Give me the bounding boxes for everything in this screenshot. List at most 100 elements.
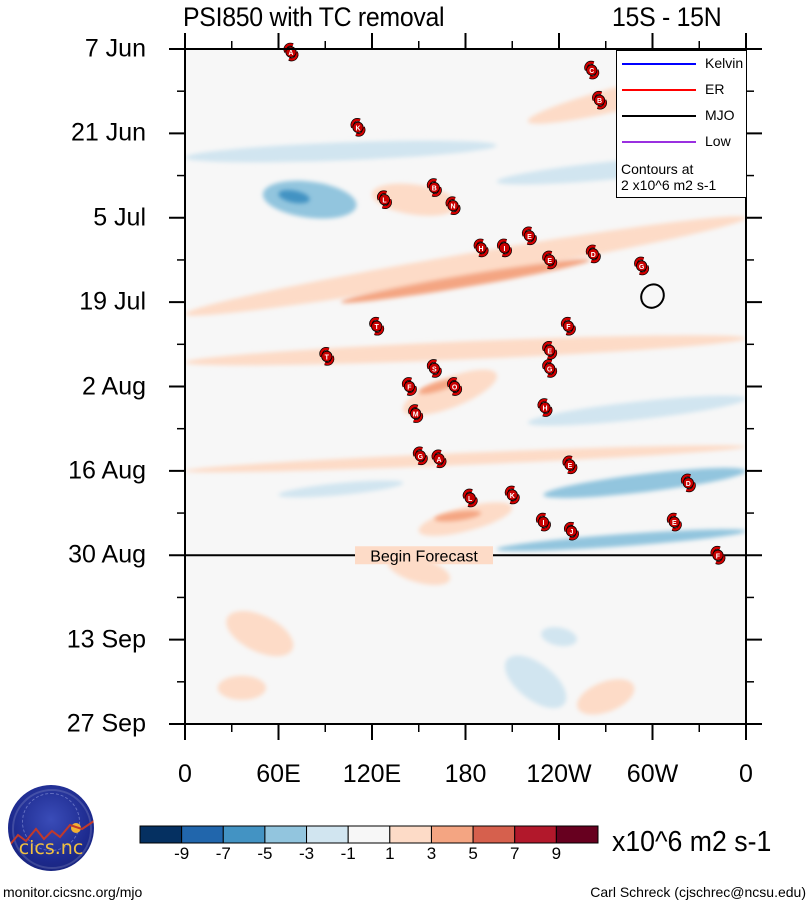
logo-ring-outer [12, 789, 92, 869]
colorbar-swatch [222, 825, 266, 844]
tc-letter: T [375, 324, 380, 331]
legend-label: MJO [705, 107, 735, 123]
tc-letter: H [479, 246, 484, 253]
hurricane-eye [428, 362, 440, 375]
x-tick-label: 60W [626, 760, 679, 788]
tc-marker[interactable]: H [537, 398, 553, 417]
tc-letter: O [452, 385, 458, 392]
y-tick-label: 13 Sep [66, 625, 146, 654]
tc-marker[interactable]: F [402, 377, 417, 396]
colorbar-swatch [347, 825, 391, 844]
x-tick-label: 60E [256, 760, 301, 788]
tc-marker[interactable]: K [504, 485, 520, 505]
tc-marker[interactable]: F [560, 316, 576, 336]
tc-marker[interactable]: B [426, 178, 442, 197]
hurricane-eye [586, 64, 598, 76]
tc-marker[interactable]: E [542, 250, 558, 270]
legend-item-low: Low [617, 132, 746, 152]
y-tick-label: 2 Aug [82, 372, 146, 400]
colorbar-tick-label: -9 [174, 844, 190, 863]
mjo-contour [640, 283, 665, 309]
tc-marker[interactable]: D [680, 473, 696, 493]
legend-note-line1: Contours at [621, 161, 694, 177]
hurricane-eye [562, 320, 574, 332]
tc-marker[interactable]: G [542, 359, 558, 378]
x-tick-label: 0 [178, 760, 192, 788]
hurricane-eye [352, 121, 364, 133]
tc-marker[interactable]: A [431, 449, 447, 469]
tc-letter: J [570, 529, 574, 536]
anomaly-band [543, 467, 746, 498]
tc-marker[interactable]: G [412, 446, 428, 466]
anomaly-band [185, 140, 497, 163]
hurricane-eye [593, 94, 606, 106]
tc-marker[interactable]: T [369, 316, 385, 336]
footer-url[interactable]: monitor.cicsnc.org/mjo [3, 884, 143, 900]
tc-marker[interactable]: M [408, 404, 424, 423]
anomaly-band [278, 190, 310, 204]
tc-marker[interactable]: C [584, 60, 600, 80]
hurricane-eye [428, 182, 440, 194]
anomaly-band [527, 395, 746, 426]
tc-marker[interactable]: F [710, 546, 726, 565]
tc-marker[interactable]: H [473, 238, 489, 258]
tc-letter: E [547, 348, 552, 355]
tc-marker[interactable]: I [497, 238, 512, 258]
tc-marker[interactable]: E [666, 512, 682, 532]
hurricane-eye [682, 477, 694, 489]
hurricane-eye [544, 344, 556, 356]
y-tick-label: 27 Sep [66, 709, 146, 738]
hurricane-eye [587, 248, 599, 260]
tc-marker[interactable]: D [585, 244, 601, 264]
tc-letter: K [510, 493, 515, 500]
legend-item-mjo: MJO [617, 106, 746, 126]
tc-marker[interactable]: E [562, 455, 578, 475]
colorbar-tick-label: 5 [468, 844, 478, 863]
tc-marker[interactable]: G [634, 256, 649, 276]
x-axis-ticks [184, 33, 747, 740]
tc-marker[interactable]: E [522, 226, 537, 246]
y-tick-label: 19 Jul [79, 287, 146, 316]
tc-marker[interactable]: N [445, 196, 461, 215]
tc-marker[interactable]: I [536, 512, 551, 532]
tropical-cyclone-markers: A C B K B L N E H I D E G T F E T S G F O H M G A E D K L I E J F [283, 42, 726, 565]
colorbar-swatch [555, 825, 599, 844]
anomaly-band [217, 675, 266, 700]
anomaly-band [278, 480, 404, 498]
tc-marker[interactable]: L [462, 488, 478, 508]
tc-marker[interactable]: K [350, 118, 366, 137]
tc-marker[interactable]: L [377, 190, 392, 209]
colorbar-swatch [514, 825, 557, 844]
hurricane-eye [506, 489, 518, 501]
legend-label: Kelvin [705, 55, 744, 71]
hurricane-eye [464, 492, 476, 504]
hurricane-eye [475, 242, 487, 254]
anomaly-band [185, 216, 746, 316]
hurricane-eye [712, 549, 724, 561]
tc-marker[interactable]: J [564, 521, 579, 541]
tc-letter: E [672, 520, 677, 527]
tc-marker[interactable]: B [592, 90, 607, 110]
tc-marker[interactable]: E [542, 341, 558, 360]
colorbar-units: x10^6 m2 s-1 [612, 826, 772, 858]
hurricane-eye [498, 242, 511, 254]
hurricane-eye [448, 380, 461, 393]
hurricane-eye [433, 453, 445, 465]
tc-marker[interactable]: O [447, 377, 462, 396]
legend-item-er: ER [617, 80, 746, 100]
tc-letter: G [418, 454, 424, 461]
hurricane-eye [565, 525, 578, 537]
colorbar-swatch [264, 825, 308, 844]
tc-letter: I [542, 520, 544, 527]
anomaly-band [434, 510, 482, 522]
y-tick-label: 16 Aug [68, 456, 146, 485]
legend-label: Low [705, 133, 731, 149]
colorbar [139, 825, 599, 844]
anomaly-band [226, 610, 294, 657]
tc-marker[interactable]: T [319, 347, 335, 366]
tc-letter: F [407, 385, 412, 392]
legend-line-er [622, 89, 696, 91]
tc-marker[interactable]: S [426, 359, 442, 378]
tc-letter: D [591, 252, 596, 259]
tc-letter: E [527, 234, 532, 241]
